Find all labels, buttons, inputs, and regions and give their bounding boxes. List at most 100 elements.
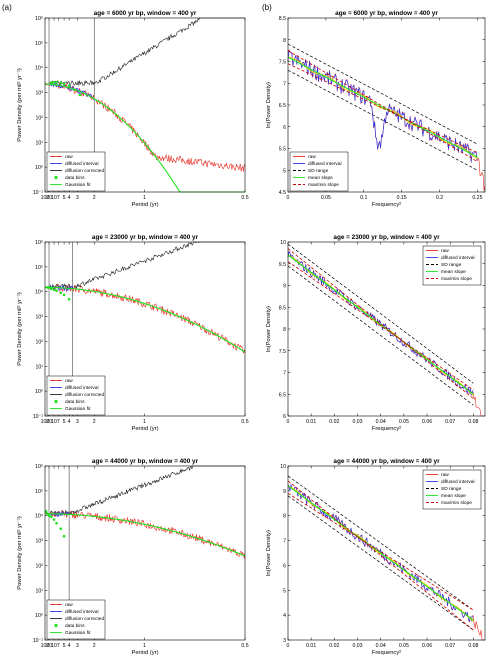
sd-range-upper	[287, 243, 474, 384]
y-axis-label: ln(Power Density)	[266, 530, 272, 576]
data-bin-point	[52, 518, 56, 521]
legend-entry: diffused interval	[441, 255, 475, 261]
legend-entry: data bins	[65, 623, 85, 629]
series-diffusion-corrected	[49, 17, 245, 86]
data-bin-point	[47, 286, 51, 289]
x-tick-label: 4	[68, 195, 71, 201]
x-tick-label: 10	[51, 419, 57, 425]
data-bin-point	[59, 81, 63, 84]
series-diffused-interval	[287, 251, 474, 396]
x-axis-label: Period (yr)	[131, 426, 158, 432]
data-bin-point	[55, 521, 58, 525]
y-tick-label: 10³	[36, 315, 44, 321]
panel-label-b: (b)	[262, 3, 272, 12]
data-bin-point	[55, 289, 58, 292]
data-bin-point	[49, 287, 53, 291]
y-tick-label: 9	[283, 489, 286, 495]
max-slope-line	[287, 50, 478, 162]
legend-entry: raw	[441, 472, 449, 478]
y-tick-label: 10	[280, 464, 286, 470]
y-tick-label: 6	[283, 414, 286, 420]
data-bin-point	[52, 80, 56, 84]
y-tick-label: 10⁶	[35, 464, 43, 470]
y-tick-label: 8	[283, 327, 286, 333]
x-tick-label: 0.01	[306, 419, 316, 425]
x-tick-label: 1	[143, 643, 146, 649]
mean-slope-line	[287, 56, 478, 158]
legend-entry: raw	[65, 378, 73, 384]
x-tick-label: 100	[41, 195, 50, 201]
legend-entry: mean slope	[441, 493, 466, 499]
y-tick-label: 10	[280, 240, 286, 246]
x-axis-label: Period (yr)	[131, 202, 158, 208]
x-tick-label: 10	[51, 195, 57, 201]
x-tick-label: 7	[57, 643, 60, 649]
sd-range-upper	[287, 475, 474, 611]
plot-frame	[287, 465, 486, 641]
data-bin-point	[62, 293, 66, 297]
y-tick-label: 10¹	[36, 588, 44, 594]
chart-title: age = 23000 yr bp, window = 400 yr	[92, 234, 199, 241]
x-tick-label: 3	[76, 643, 79, 649]
x-tick-label: 0.07	[445, 419, 455, 425]
y-tick-label: 10⁵	[35, 265, 43, 271]
x-tick-label: 20	[46, 195, 52, 201]
y-tick-label: 8.5	[279, 305, 286, 311]
x-tick-label: 0	[287, 195, 290, 201]
x-tick-label: 3	[76, 419, 79, 425]
chart-title: age = 44000 yr bp, window = 400 yr	[92, 458, 199, 465]
y-tick-label: 10⁶	[35, 240, 43, 246]
x-tick-label: 0.03	[352, 643, 362, 649]
y-axis-label: Power Density (per mil² yr⁻¹)	[17, 516, 23, 590]
x-tick-label: 3	[76, 195, 79, 201]
plot-frame	[44, 241, 246, 417]
y-tick-label: 4	[283, 613, 286, 619]
data-bin-point	[49, 515, 53, 519]
x-tick-label: 0.25	[472, 195, 482, 201]
y-tick-label: 8	[283, 514, 286, 520]
mean-slope-line	[287, 485, 474, 621]
y-axis-label: ln(Power Density)	[266, 306, 272, 352]
legend-entry: raw	[65, 154, 73, 160]
legend-entry: max/min slope	[441, 276, 472, 282]
plot-frame	[287, 241, 486, 417]
x-axis-label: Period (yr)	[131, 650, 158, 656]
x-tick-label: 0.02	[329, 419, 339, 425]
legend-entry: diffused interval	[308, 161, 342, 167]
series-diffused-interval	[49, 284, 74, 291]
chart-b-2: 0 0.01 0.02 0.03 0.04 0.05 0.06 0.07 0.08 6 6.5 7 7.…	[266, 234, 486, 432]
x-tick-label: 0.04	[376, 419, 386, 425]
legend-entry: SD range	[308, 168, 329, 174]
x-tick-label: 0.02	[329, 643, 339, 649]
x-tick-label: 100	[41, 419, 50, 425]
series-raw	[44, 510, 246, 559]
y-tick-label: 7	[283, 81, 286, 87]
x-tick-label: 7	[57, 419, 60, 425]
min-slope-line	[287, 261, 474, 391]
y-tick-label: 6.5	[279, 392, 286, 398]
y-tick-label: 10⁰	[35, 389, 43, 395]
x-tick-label: 4	[68, 419, 71, 425]
y-tick-label: 10⁻¹	[33, 190, 44, 196]
series-diffused-interval	[287, 50, 478, 162]
data-bin-point	[67, 297, 71, 301]
y-tick-label: 10⁰	[35, 165, 43, 171]
legend-entry: SD range	[441, 262, 462, 268]
legend-marker	[54, 175, 58, 180]
x-tick-label: 0.08	[468, 419, 478, 425]
plot-frame	[44, 465, 246, 641]
legend-marker	[54, 399, 58, 404]
y-tick-label: 10³	[36, 91, 44, 97]
x-tick-label: 0.08	[468, 643, 478, 649]
y-tick-label: 6.5	[279, 103, 286, 109]
y-tick-label: 10⁴	[35, 290, 43, 296]
x-axis-label: Frequency²	[372, 650, 401, 656]
legend-entry: diffusion corrected	[65, 168, 104, 174]
panel-label-a: (a)	[2, 3, 12, 12]
chart-title: age = 6000 yr bp, window = 400 yr	[335, 10, 438, 17]
y-tick-label: 9	[283, 284, 286, 290]
legend-entry: max/min slope	[308, 182, 339, 188]
sd-range-lower	[287, 495, 474, 631]
